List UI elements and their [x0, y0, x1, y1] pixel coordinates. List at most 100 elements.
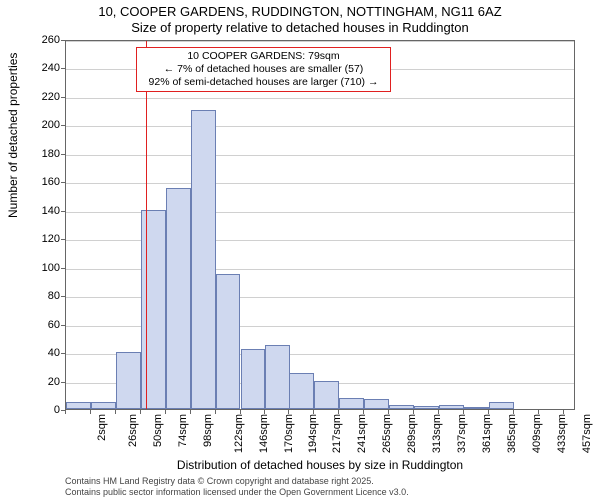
- tick-mark: [90, 410, 91, 414]
- tick-mark: [61, 239, 65, 240]
- x-tick-label: 74sqm: [177, 414, 189, 447]
- tick-mark: [488, 410, 489, 414]
- annotation-line: 10 COOPER GARDENS: 79sqm: [141, 50, 386, 63]
- x-tick-label: 265sqm: [381, 414, 393, 453]
- title-line-1: 10, COOPER GARDENS, RUDDINGTON, NOTTINGH…: [0, 4, 600, 20]
- tick-mark: [538, 410, 539, 414]
- tick-mark: [65, 410, 66, 414]
- x-tick-label: 409sqm: [531, 414, 543, 453]
- x-tick-label: 194sqm: [308, 414, 320, 453]
- x-tick-label: 361sqm: [481, 414, 493, 453]
- tick-mark: [61, 97, 65, 98]
- histogram-bar: [191, 110, 216, 409]
- footer-line-2: Contains public sector information licen…: [65, 487, 409, 498]
- y-tick-label: 160: [5, 176, 60, 188]
- tick-mark: [61, 353, 65, 354]
- histogram-bar: [439, 405, 464, 409]
- tick-mark: [215, 410, 216, 414]
- tick-mark: [463, 410, 464, 414]
- x-tick-label: 146sqm: [258, 414, 270, 453]
- histogram-bar: [364, 399, 389, 409]
- histogram-bar: [464, 407, 489, 409]
- histogram-bar: [289, 373, 314, 409]
- tick-mark: [61, 125, 65, 126]
- y-tick-label: 80: [5, 290, 60, 302]
- plot-area: 10 COOPER GARDENS: 79sqm← 7% of detached…: [65, 40, 575, 410]
- annotation-box: 10 COOPER GARDENS: 79sqm← 7% of detached…: [136, 47, 391, 92]
- y-tick-label: 260: [5, 34, 60, 46]
- tick-mark: [61, 296, 65, 297]
- annotation-line: 92% of semi-detached houses are larger (…: [141, 76, 386, 89]
- histogram-bar: [216, 274, 241, 409]
- histogram-bar: [116, 352, 141, 409]
- annotation-line: ← 7% of detached houses are smaller (57): [141, 63, 386, 76]
- footer-line-1: Contains HM Land Registry data © Crown c…: [65, 476, 409, 487]
- tick-mark: [61, 40, 65, 41]
- histogram-bar: [166, 188, 191, 409]
- gridline: [66, 155, 574, 156]
- tick-mark: [513, 410, 514, 414]
- y-tick-label: 240: [5, 62, 60, 74]
- tick-mark: [61, 154, 65, 155]
- tick-mark: [61, 268, 65, 269]
- tick-mark: [264, 410, 265, 414]
- x-tick-label: 289sqm: [406, 414, 418, 453]
- histogram-bar: [314, 381, 339, 409]
- histogram-bar: [66, 402, 91, 409]
- y-tick-label: 20: [5, 376, 60, 388]
- y-tick-label: 180: [5, 148, 60, 160]
- tick-mark: [363, 410, 364, 414]
- gridline: [66, 41, 574, 42]
- tick-mark: [288, 410, 289, 414]
- histogram-bar: [265, 345, 290, 409]
- y-tick-label: 200: [5, 119, 60, 131]
- y-tick-label: 100: [5, 262, 60, 274]
- tick-mark: [338, 410, 339, 414]
- tick-mark: [140, 410, 141, 414]
- histogram-bar: [414, 406, 439, 409]
- x-tick-label: 50sqm: [152, 414, 164, 447]
- tick-mark: [61, 182, 65, 183]
- tick-mark: [61, 382, 65, 383]
- x-tick-label: 26sqm: [127, 414, 139, 447]
- histogram-bar: [141, 210, 166, 409]
- tick-mark: [240, 410, 241, 414]
- y-axis-label: Number of detached properties: [6, 53, 20, 218]
- tick-mark: [190, 410, 191, 414]
- gridline: [66, 183, 574, 184]
- histogram-bar: [339, 398, 364, 409]
- histogram-bar: [241, 349, 266, 409]
- y-tick-label: 140: [5, 205, 60, 217]
- histogram-bar: [91, 402, 116, 409]
- gridline: [66, 126, 574, 127]
- footer-attribution: Contains HM Land Registry data © Crown c…: [65, 476, 409, 498]
- tick-mark: [438, 410, 439, 414]
- histogram-bar: [489, 402, 514, 409]
- x-tick-label: 241sqm: [356, 414, 368, 453]
- tick-mark: [313, 410, 314, 414]
- x-tick-label: 433sqm: [556, 414, 568, 453]
- x-tick-label: 217sqm: [331, 414, 343, 453]
- y-tick-label: 120: [5, 233, 60, 245]
- subject-property-line: [146, 41, 147, 409]
- x-tick-label: 2sqm: [96, 414, 108, 441]
- tick-mark: [61, 325, 65, 326]
- gridline: [66, 98, 574, 99]
- tick-mark: [165, 410, 166, 414]
- title-line-2: Size of property relative to detached ho…: [0, 20, 600, 36]
- x-tick-label: 98sqm: [202, 414, 214, 447]
- y-tick-label: 60: [5, 319, 60, 331]
- tick-mark: [388, 410, 389, 414]
- tick-mark: [413, 410, 414, 414]
- y-tick-label: 0: [5, 404, 60, 416]
- x-tick-label: 457sqm: [581, 414, 593, 453]
- tick-mark: [563, 410, 564, 414]
- y-tick-label: 220: [5, 91, 60, 103]
- x-tick-label: 337sqm: [456, 414, 468, 453]
- tick-mark: [61, 211, 65, 212]
- property-size-chart: 10, COOPER GARDENS, RUDDINGTON, NOTTINGH…: [0, 0, 600, 500]
- x-axis-label: Distribution of detached houses by size …: [65, 458, 575, 472]
- chart-title: 10, COOPER GARDENS, RUDDINGTON, NOTTINGH…: [0, 4, 600, 36]
- tick-mark: [115, 410, 116, 414]
- x-tick-label: 170sqm: [283, 414, 295, 453]
